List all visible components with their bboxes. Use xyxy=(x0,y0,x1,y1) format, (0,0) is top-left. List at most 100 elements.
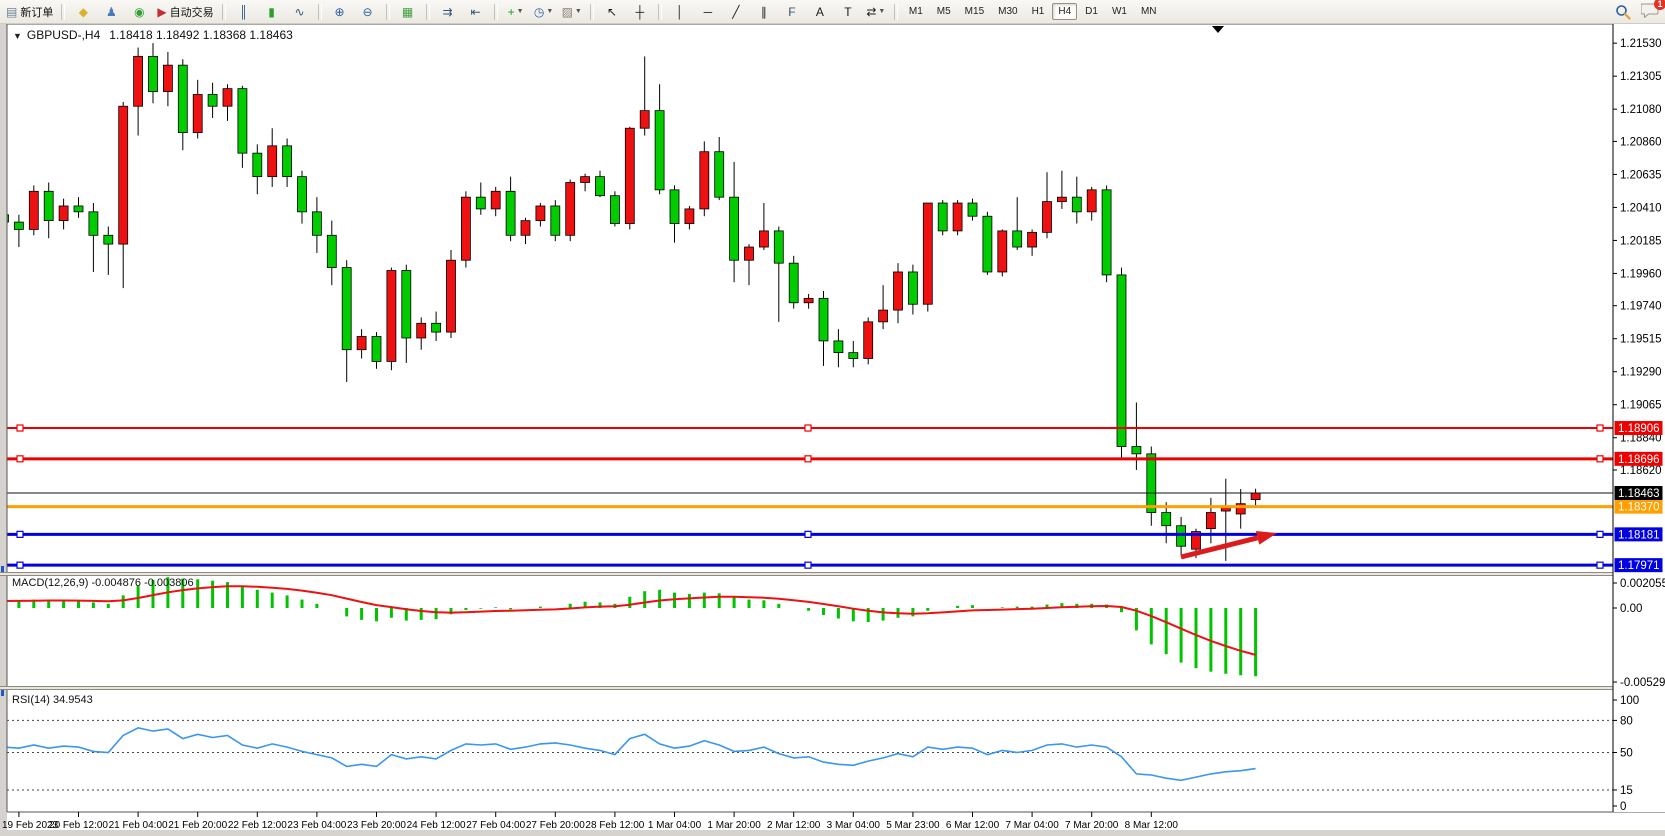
svg-text:-0.005292: -0.005292 xyxy=(1620,677,1665,689)
label-button[interactable]: T xyxy=(835,1,861,22)
scroll-icon: ⇉ xyxy=(442,4,453,19)
symbol-period-label: GBPUSD-,H4 xyxy=(26,28,101,42)
timeframe-button-w1[interactable]: W1 xyxy=(1111,6,1127,17)
notifications-button[interactable]: 1 xyxy=(1640,0,1665,23)
new-order-button[interactable]: ▤ 新订单 xyxy=(3,1,56,22)
indicators-icon: + xyxy=(507,4,515,19)
svg-text:19 Feb 2023: 19 Feb 2023 xyxy=(2,820,59,831)
collapse-arrow-icon[interactable]: ▼ xyxy=(13,31,22,41)
auto-trading-button-label: 自动交易 xyxy=(169,6,214,19)
page-icon: ▤ xyxy=(6,4,18,19)
toolbar-separator xyxy=(61,3,66,20)
svg-text:1 Mar 20:00: 1 Mar 20:00 xyxy=(707,820,761,831)
zoom-out-button[interactable]: ⊖ xyxy=(355,1,381,22)
svg-text:8 Mar 12:00: 8 Mar 12:00 xyxy=(1125,820,1179,831)
svg-text:1.21305: 1.21305 xyxy=(1620,71,1662,83)
fibonacci-button[interactable]: F xyxy=(779,1,805,22)
svg-text:7 Mar 20:00: 7 Mar 20:00 xyxy=(1065,820,1119,831)
hline-button[interactable]: ─ xyxy=(695,1,721,22)
tile-windows-button[interactable]: ▦ xyxy=(395,1,421,22)
auto-scroll-button[interactable]: ⇉ xyxy=(435,1,461,22)
signals-button[interactable]: ◉ xyxy=(126,1,152,22)
timeframe-button-h4[interactable]: H4 xyxy=(1052,3,1078,20)
svg-text:15: 15 xyxy=(1620,785,1633,797)
svg-text:50: 50 xyxy=(1620,748,1633,760)
line-chart-button[interactable]: ∿ xyxy=(287,1,313,22)
periods-button[interactable]: ◷ ▼ xyxy=(531,1,557,22)
timeframe-button-mn[interactable]: MN xyxy=(1140,6,1157,17)
clock-icon: ◷ xyxy=(533,4,545,19)
chevron-down-icon[interactable]: ▼ xyxy=(516,8,524,15)
svg-text:21 Feb 04:00: 21 Feb 04:00 xyxy=(109,820,168,831)
timeframe-button-m1[interactable]: M1 xyxy=(908,6,923,17)
candles-icon: ▮ xyxy=(268,4,275,19)
text-button[interactable]: A xyxy=(807,1,833,22)
zoom-out-icon: ⊖ xyxy=(362,4,373,19)
tline-icon: ╱ xyxy=(732,4,740,19)
toolbar-separator xyxy=(221,3,226,20)
chevron-down-icon[interactable]: ▼ xyxy=(546,8,554,15)
channel-icon: ∥ xyxy=(760,4,767,19)
svg-text:1.21080: 1.21080 xyxy=(1620,104,1662,116)
svg-text:1.18463: 1.18463 xyxy=(1618,488,1660,500)
toolbar-separator xyxy=(425,3,430,20)
svg-text:1.20410: 1.20410 xyxy=(1620,202,1662,214)
trendline-button[interactable]: ╱ xyxy=(723,1,749,22)
candle-chart-button[interactable]: ▮ xyxy=(259,1,285,22)
svg-text:1.20185: 1.20185 xyxy=(1620,235,1662,247)
svg-text:23 Feb 20:00: 23 Feb 20:00 xyxy=(347,820,406,831)
timeframe-button-d1[interactable]: D1 xyxy=(1085,6,1098,17)
bar-chart-button[interactable]: ║ xyxy=(231,1,257,22)
channel-button[interactable]: ∥ xyxy=(751,1,777,22)
chart-shift-button[interactable]: ⇤ xyxy=(463,1,489,22)
rsi-indicator-label: RSI(14) 34.9543 xyxy=(12,694,93,706)
vline-button[interactable]: │ xyxy=(667,1,693,22)
svg-text:1.19740: 1.19740 xyxy=(1620,301,1662,313)
svg-text:1.18620: 1.18620 xyxy=(1620,465,1662,477)
svg-text:1.18370: 1.18370 xyxy=(1618,502,1660,514)
chevron-down-icon[interactable]: ▼ xyxy=(574,8,582,15)
cursor-button[interactable]: ↖ xyxy=(599,1,625,22)
svg-text:27 Feb 04:00: 27 Feb 04:00 xyxy=(466,820,525,831)
hline-icon: ─ xyxy=(703,4,713,19)
zoom-in-icon: ⊕ xyxy=(334,4,345,19)
timeframe-button-h1[interactable]: H1 xyxy=(1031,6,1045,17)
timeframe-button-m5[interactable]: M5 xyxy=(936,6,951,17)
svg-text:1.21530: 1.21530 xyxy=(1620,38,1662,50)
svg-text:21 Feb 20:00: 21 Feb 20:00 xyxy=(168,820,227,831)
svg-text:2 Mar 12:00: 2 Mar 12:00 xyxy=(767,820,821,831)
vline-icon: │ xyxy=(676,4,684,19)
shift-icon: ⇤ xyxy=(470,4,481,19)
profiles-button[interactable]: ♟ xyxy=(98,1,124,22)
svg-text:7 Mar 04:00: 7 Mar 04:00 xyxy=(1005,820,1059,831)
tile-icon: ▦ xyxy=(401,4,414,19)
toolbar-separator xyxy=(657,3,662,20)
templates-button[interactable]: ▨ ▼ xyxy=(559,1,585,22)
timeframe-button-m15[interactable]: M15 xyxy=(964,6,985,17)
styles-button[interactable]: ◆ xyxy=(70,1,96,22)
diamond-icon: ◆ xyxy=(78,4,88,19)
zoom-in-button[interactable]: ⊕ xyxy=(327,1,353,22)
svg-text:1.19960: 1.19960 xyxy=(1620,268,1662,280)
indicators-button[interactable]: + ▼ xyxy=(503,1,529,22)
notification-badge[interactable]: 1 xyxy=(1654,0,1665,10)
signal-icon: ◉ xyxy=(134,4,145,19)
toolbar-right-cluster: 1 xyxy=(1615,0,1665,23)
chart-symbol-header: ▼ GBPUSD-,H4 1.18418 1.18492 1.18368 1.184… xyxy=(13,28,293,42)
crosshair-icon: ┼ xyxy=(635,4,645,19)
crosshair-button[interactable]: ┼ xyxy=(627,1,653,22)
svg-text:22 Feb 12:00: 22 Feb 12:00 xyxy=(228,820,287,831)
macd-indicator-label: MACD(12,26,9) -0.004876 -0.003806 xyxy=(12,577,194,589)
new-order-button-label: 新订单 xyxy=(20,6,54,19)
chevron-down-icon[interactable]: ▼ xyxy=(878,8,886,15)
svg-text:1.18906: 1.18906 xyxy=(1618,423,1660,435)
auto-trading-button[interactable]: ▶ 自动交易 xyxy=(154,1,216,22)
timeframe-button-m30[interactable]: M30 xyxy=(998,6,1018,17)
svg-text:1.18840: 1.18840 xyxy=(1620,433,1662,445)
svg-text:80: 80 xyxy=(1620,715,1633,727)
search-icon[interactable] xyxy=(1615,4,1631,20)
shapes-button[interactable]: ⇄ ▼ xyxy=(863,1,889,22)
label-icon: T xyxy=(844,4,852,19)
svg-text:23 Feb 04:00: 23 Feb 04:00 xyxy=(287,820,346,831)
